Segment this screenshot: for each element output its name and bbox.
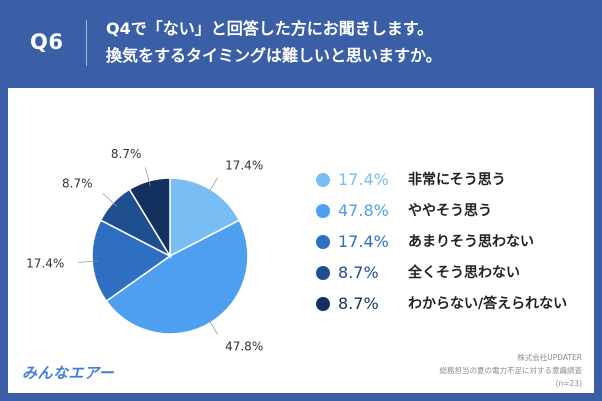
legend-item: 8.7% わからない/答えられない: [316, 290, 586, 321]
legend-pct: 8.7%: [338, 263, 379, 282]
question-title: Q4で「ない」と回答した方にお聞きします。 換気をするタイミングは難しいと思いま…: [106, 15, 586, 69]
source-note: 株式会社UPDATER 総務担当の夏の電力不足に対する意識調査 (n=23): [440, 351, 583, 390]
pie-leader-line: [207, 177, 219, 195]
question-number: Q6: [30, 30, 64, 54]
legend-dot: [316, 173, 330, 187]
pie-data-label: 8.7%: [62, 177, 93, 191]
question-title-line1: Q4で「ない」と回答した方にお聞きします。: [106, 19, 434, 38]
pie-data-label: 17.4%: [225, 158, 263, 172]
legend-label: ややそう思う: [408, 203, 492, 219]
legend-item: 17.4% あまりそう思わない: [316, 228, 586, 259]
brand-logo: みんなエアー: [22, 364, 115, 382]
legend-label: わからない/答えられない: [408, 296, 568, 312]
source-n: (n=23): [555, 379, 582, 388]
legend-pct: 17.4%: [338, 232, 389, 251]
legend-pct: 17.4%: [338, 170, 389, 189]
pie-leader-line: [207, 317, 219, 335]
header: Q6 Q4で「ない」と回答した方にお聞きします。 換気をするタイミングは難しいと…: [0, 0, 602, 86]
legend-dot: [316, 297, 330, 311]
pie-leader-line: [102, 192, 118, 207]
legend-label: 非常にそう思う: [408, 172, 506, 188]
legend-pct: 47.8%: [338, 201, 389, 220]
legend-label: 全くそう思わない: [408, 265, 520, 281]
pie-chart: 17.4% 47.8% 17.4% 8.7% 8.7%: [26, 147, 263, 354]
legend-dot: [316, 235, 330, 249]
legend-item: 8.7% 全くそう思わない: [316, 259, 586, 290]
legend: 17.4% 非常にそう思う 47.8% ややそう思う 17.4% あまりそう思わ…: [316, 166, 586, 321]
legend-dot: [316, 266, 330, 280]
legend-item: 17.4% 非常にそう思う: [316, 166, 586, 197]
pie-leader-line: [144, 167, 151, 187]
legend-label: あまりそう思わない: [408, 234, 534, 250]
legend-pct: 8.7%: [338, 294, 379, 313]
header-divider: [86, 20, 87, 66]
legend-dot: [316, 204, 330, 218]
chart-panel: 17.4% 47.8% 17.4% 8.7% 8.7% 17.4% 非常にそう思う 47…: [8, 88, 594, 393]
pie-data-label: 8.7%: [111, 147, 142, 161]
pie-data-label: 17.4%: [26, 256, 64, 270]
source-survey: 総務担当の夏の電力不足に対する意識調査: [439, 366, 583, 375]
pie-data-label: 47.8%: [225, 340, 263, 354]
legend-item: 47.8% ややそう思う: [316, 197, 586, 228]
question-title-line2: 換気をするタイミングは難しいと思いますか。: [106, 46, 442, 65]
pie-leader-line: [78, 260, 98, 263]
source-company: 株式会社UPDATER: [517, 353, 582, 362]
